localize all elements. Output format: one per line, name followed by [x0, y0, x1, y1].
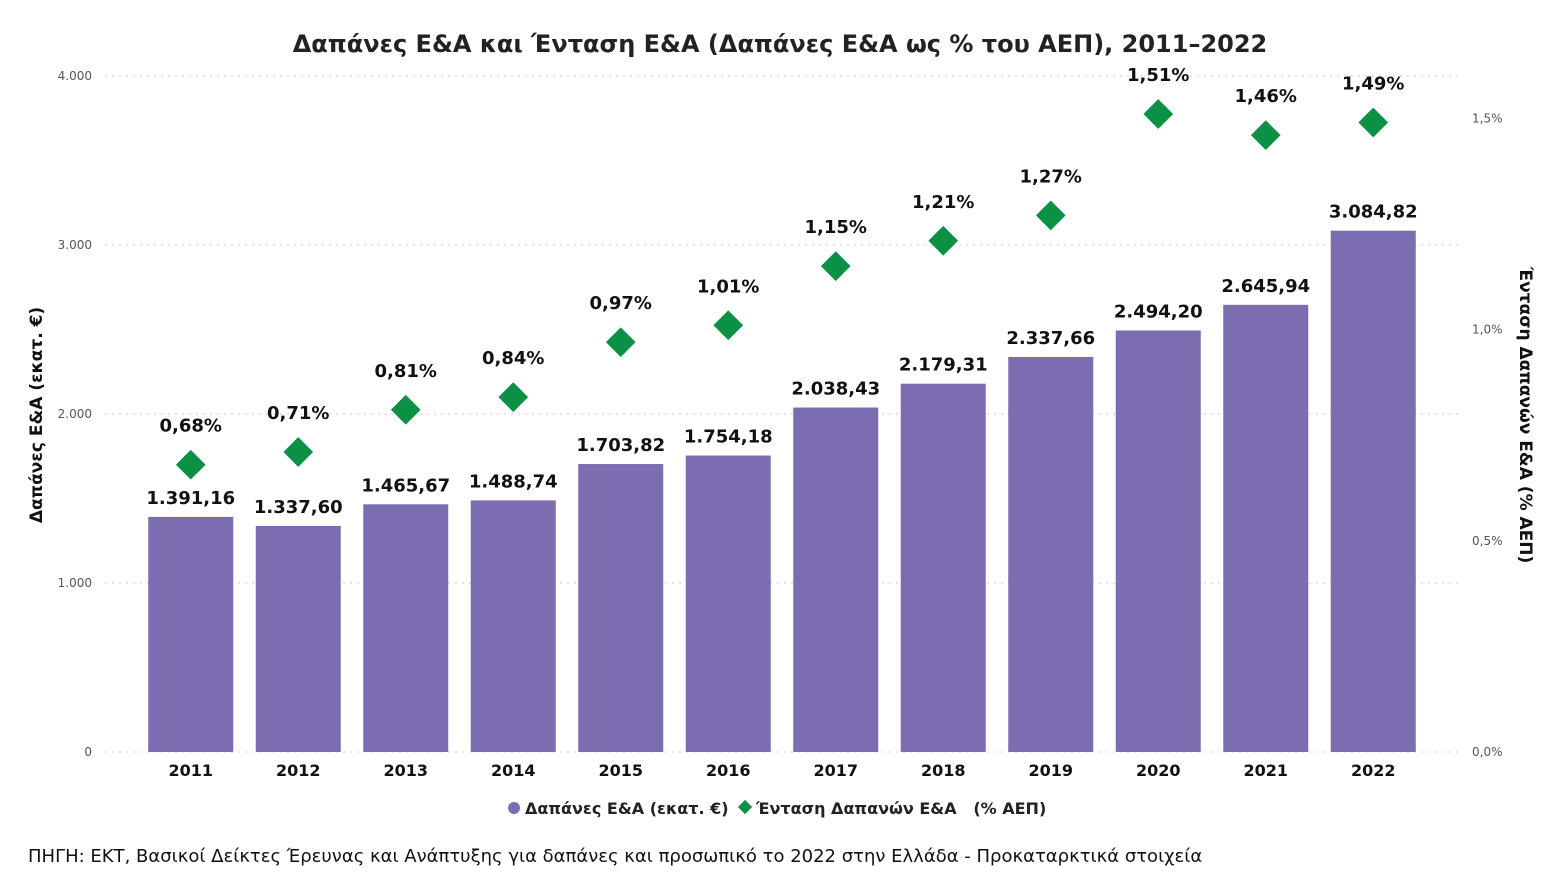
bar-value-label: 2.179,31 — [899, 355, 988, 376]
right-tick-label: 0,0% — [1472, 745, 1503, 759]
bar — [255, 525, 341, 752]
left-tick-label: 0 — [84, 745, 92, 759]
x-tick-label: 2021 — [1243, 761, 1288, 780]
bar-value-label: 2.038,43 — [791, 379, 880, 400]
bar — [148, 516, 234, 752]
bar-value-label: 1.465,67 — [361, 475, 450, 496]
bar — [1008, 356, 1094, 752]
x-tick-label: 2019 — [1028, 761, 1073, 780]
x-tick-label: 2020 — [1136, 761, 1181, 780]
legend-bar-label: Δαπάνες Ε&Α (εκατ. €) — [525, 799, 729, 818]
right-tick-label: 1,5% — [1472, 111, 1503, 125]
bar-value-label: 1.703,82 — [576, 435, 665, 456]
bar — [470, 500, 556, 752]
bar-value-label: 2.337,66 — [1006, 328, 1095, 349]
left-axis-ticks: 0 1.000 2.000 3.000 4.000 — [58, 69, 92, 759]
point-marker — [1035, 200, 1066, 231]
point-marker — [390, 394, 421, 425]
point-value-label: 1,21% — [912, 192, 974, 213]
point-marker — [605, 327, 636, 358]
x-tick-label: 2015 — [598, 761, 643, 780]
point-value-label: 0,68% — [160, 416, 222, 437]
bar — [1223, 304, 1309, 752]
x-tick-label: 2013 — [383, 761, 428, 780]
x-tick-label: 2022 — [1351, 761, 1396, 780]
point-value-label: 0,97% — [590, 293, 652, 314]
bar — [1115, 330, 1201, 752]
point-value-label: 1,51% — [1127, 65, 1189, 86]
point-marker — [498, 382, 529, 412]
point-marker — [820, 251, 851, 281]
left-tick-label: 2.000 — [58, 407, 92, 421]
point-value-label: 0,84% — [482, 348, 544, 369]
point-marker — [283, 437, 314, 467]
point-value-label: 0,71% — [267, 403, 329, 424]
point-value-label: 1,01% — [697, 276, 759, 297]
right-tick-label: 1,0% — [1472, 323, 1503, 337]
point-series — [175, 99, 1389, 480]
x-tick-label: 2011 — [168, 761, 213, 780]
bar — [578, 464, 664, 752]
chart-title: Δαπάνες Ε&Α και Ένταση Ε&Α (Δαπάνες Ε&Α … — [293, 30, 1268, 58]
legend: Δαπάνες Ε&Α (εκατ. €) Ένταση Δαπανών Ε&Α… — [508, 799, 1046, 818]
right-tick-label: 0,5% — [1472, 534, 1503, 548]
point-marker — [1358, 107, 1389, 138]
point-value-label: 1,46% — [1235, 86, 1297, 107]
point-marker — [1250, 120, 1281, 150]
point-marker — [713, 310, 744, 341]
bar-value-label: 3.084,82 — [1329, 202, 1418, 223]
x-tick-label: 2018 — [921, 761, 966, 780]
left-tick-label: 3.000 — [58, 238, 92, 252]
legend-bar-marker — [508, 802, 520, 814]
point-value-label: 0,81% — [375, 361, 437, 382]
point-marker — [928, 225, 959, 256]
legend-point-label: Ένταση Δαπανών Ε&Α (% ΑΕΠ) — [755, 799, 1046, 818]
point-value-label: 1,49% — [1342, 73, 1404, 94]
bar-value-label: 1.754,18 — [684, 427, 773, 448]
right-axis-ticks: 0,0% 0,5% 1,0% 1,5% — [1472, 111, 1503, 759]
x-tick-label: 2012 — [276, 761, 321, 780]
x-tick-label: 2014 — [491, 761, 536, 780]
point-marker — [175, 449, 206, 480]
right-axis-title: Ένταση Δαπανών Ε&Α (% ΑΕΠ) — [1515, 266, 1535, 564]
bar-value-label: 2.494,20 — [1114, 301, 1203, 322]
point-marker — [1143, 99, 1174, 129]
point-value-label: 1,15% — [805, 217, 867, 238]
bar — [793, 407, 879, 752]
bar — [1330, 230, 1416, 753]
x-tick-label: 2017 — [813, 761, 858, 780]
x-axis-ticks: 2011 2012 2013 2014 2015 2016 2017 2018 2019 2020… — [168, 761, 1395, 780]
bar-value-label: 1.488,74 — [469, 471, 558, 492]
bar-series — [148, 230, 1416, 753]
bar-value-label: 1.391,16 — [146, 488, 235, 509]
left-axis-title: Δαπάνες Ε&Α (εκατ. €) — [27, 307, 47, 523]
source-note: ΠΗΓΗ: ΕΚΤ, Βασικοί Δείκτες Έρευνας και Α… — [28, 846, 1202, 867]
bar — [363, 504, 449, 752]
left-tick-label: 1.000 — [58, 576, 92, 590]
bar-value-label: 1.337,60 — [254, 497, 343, 518]
legend-point-marker — [737, 799, 753, 815]
left-tick-label: 4.000 — [58, 69, 92, 83]
x-tick-label: 2016 — [706, 761, 751, 780]
bar-value-label: 2.645,94 — [1221, 276, 1310, 297]
point-value-label: 1,27% — [1020, 166, 1082, 187]
bar — [900, 383, 986, 752]
point-value-labels: 0,68% 0,71% 0,81% 0,84% 0,97% 1,01% 1,15% 1,21%… — [160, 65, 1405, 437]
bar — [685, 455, 771, 752]
bar-value-labels: 1.391,16 1.337,60 1.465,67 1.488,74 1.703,82… — [146, 202, 1417, 518]
